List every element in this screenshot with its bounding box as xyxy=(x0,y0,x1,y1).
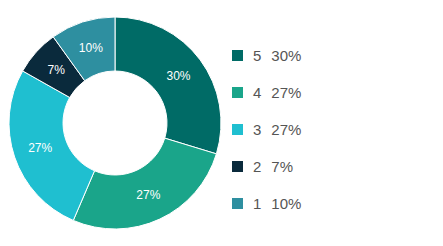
svg-text:7%: 7% xyxy=(48,63,66,77)
html-text:3: 3 xyxy=(253,121,262,138)
html-text:10%: 10% xyxy=(271,195,302,212)
html-text:27%: 27% xyxy=(271,84,302,101)
html-text:27%: 27% xyxy=(271,121,302,138)
html-text:5: 5 xyxy=(253,47,262,64)
html-text:7%: 7% xyxy=(271,158,293,175)
svg-text:10%: 10% xyxy=(79,41,103,55)
html-text:4: 4 xyxy=(253,84,262,101)
svg-text:30%: 30% xyxy=(166,69,190,83)
html-text:30%: 30% xyxy=(271,47,302,64)
svg-text:27%: 27% xyxy=(28,141,52,155)
html-text:2: 2 xyxy=(253,158,262,175)
html-text:1: 1 xyxy=(253,195,262,212)
svg-text:27%: 27% xyxy=(136,188,160,202)
